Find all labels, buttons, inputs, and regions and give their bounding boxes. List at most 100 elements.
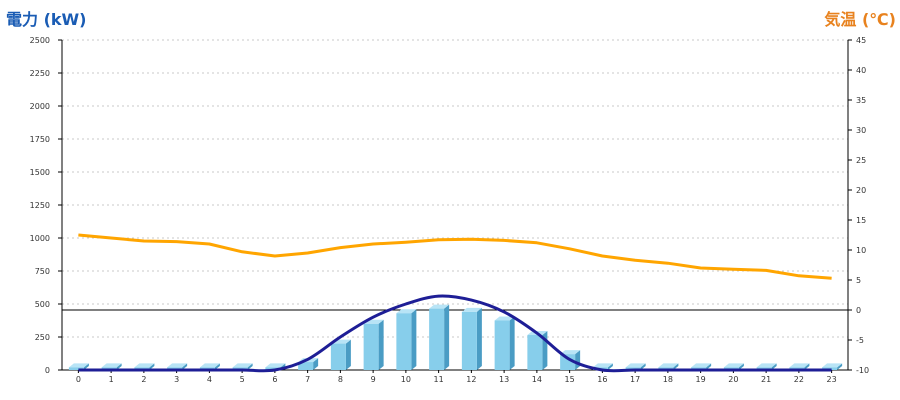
bar-front xyxy=(265,367,281,370)
right-tick-label: 30 xyxy=(856,126,866,135)
bar-front xyxy=(330,343,346,370)
bar-top xyxy=(429,304,450,309)
bar-top xyxy=(396,309,417,314)
x-tick-label: 9 xyxy=(371,375,376,384)
bar-top xyxy=(461,307,482,312)
bar-side xyxy=(182,363,188,370)
power-bars xyxy=(68,304,843,370)
x-tick-label: 19 xyxy=(696,375,706,384)
x-tick-label: 20 xyxy=(728,375,738,384)
bar-side xyxy=(378,319,384,370)
bar-side xyxy=(640,363,646,370)
bar-front xyxy=(527,335,543,370)
right-tick-label: 20 xyxy=(856,186,866,195)
bar-top xyxy=(199,363,220,368)
power-bar xyxy=(494,316,515,370)
right-tick-label: 0 xyxy=(856,306,861,315)
bar-top xyxy=(167,363,188,368)
bar-front xyxy=(560,354,576,370)
bar-side xyxy=(247,363,253,370)
bar-side xyxy=(83,363,89,370)
bar-front xyxy=(363,323,379,370)
left-tick-label: 1250 xyxy=(30,201,50,210)
bar-top xyxy=(756,363,777,368)
x-tick-label: 15 xyxy=(565,375,575,384)
bar-front xyxy=(68,367,84,370)
bar-side xyxy=(149,363,155,370)
x-tick-label: 6 xyxy=(272,375,277,384)
right-tick-label: 5 xyxy=(856,276,861,285)
left-tick-label: 1500 xyxy=(30,168,50,177)
power-bar xyxy=(429,304,450,370)
left-tick-label: 1000 xyxy=(30,234,50,243)
bar-side xyxy=(116,363,122,370)
lines xyxy=(78,233,832,373)
bar-top xyxy=(232,363,253,368)
bar-side xyxy=(804,363,810,370)
power-bar xyxy=(560,350,581,370)
x-tick-label: 7 xyxy=(305,375,310,384)
x-tick-label: 16 xyxy=(597,375,607,384)
right-tick-label: 35 xyxy=(856,96,866,105)
bar-side xyxy=(771,363,777,370)
axes xyxy=(61,40,849,371)
x-tick-label: 8 xyxy=(338,375,343,384)
bar-top xyxy=(68,363,89,368)
bar-side xyxy=(509,316,515,370)
power-bar xyxy=(68,363,89,370)
left-tick-label: 750 xyxy=(35,267,50,276)
left-tick-label: 250 xyxy=(35,333,50,342)
right-axis-title: 気温 (℃) xyxy=(824,10,896,29)
power-bar xyxy=(363,319,384,370)
bar-top xyxy=(560,350,581,355)
x-tick-label: 21 xyxy=(761,375,771,384)
left-tick-label: 500 xyxy=(35,300,50,309)
bar-side xyxy=(313,358,319,370)
bar-front xyxy=(298,362,314,370)
bar-side xyxy=(411,309,417,370)
bar-front xyxy=(494,320,510,370)
left-axis-title: 電力 (kW) xyxy=(6,10,87,29)
left-tick-label: 2250 xyxy=(30,69,50,78)
x-tick-label: 5 xyxy=(240,375,245,384)
x-axis-ticks: 0 1 2 3 4 5 6 7 8 9 10 11 12 13 14 15 16 17 18 19 20 21 22 23 xyxy=(76,370,837,384)
left-tick-label: 0 xyxy=(45,366,50,375)
gridlines xyxy=(62,39,848,338)
x-tick-label: 1 xyxy=(109,375,114,384)
solar-curve-line xyxy=(78,294,832,373)
right-tick-label: -10 xyxy=(856,366,869,375)
left-axis-ticks: 0 250 500 750 1000 1250 1500 1750 2000 2250 2500 xyxy=(30,36,62,375)
bar-side xyxy=(738,363,744,370)
right-tick-label: 10 xyxy=(856,246,866,255)
x-tick-label: 4 xyxy=(207,375,212,384)
bar-top xyxy=(265,363,286,368)
bar-side xyxy=(214,363,220,370)
x-tick-label: 17 xyxy=(630,375,640,384)
x-tick-label: 2 xyxy=(141,375,146,384)
right-tick-label: -5 xyxy=(856,336,864,345)
left-tick-label: 1750 xyxy=(30,135,50,144)
bar-top xyxy=(658,363,679,368)
right-tick-label: 15 xyxy=(856,216,866,225)
bar-side xyxy=(345,339,351,370)
bar-top xyxy=(101,363,122,368)
bar-side xyxy=(837,363,843,370)
bar-front xyxy=(429,308,445,370)
x-tick-label: 18 xyxy=(663,375,673,384)
x-tick-label: 14 xyxy=(532,375,542,384)
power-bar xyxy=(461,307,482,370)
x-tick-label: 0 xyxy=(76,375,81,384)
x-tick-label: 11 xyxy=(434,375,444,384)
bar-front xyxy=(461,311,477,370)
right-axis-ticks: -10 -5 0 5 10 15 20 25 30 35 40 45 xyxy=(848,36,869,375)
bar-top xyxy=(723,363,744,368)
power-bar xyxy=(330,339,351,370)
bar-side xyxy=(444,304,450,370)
bar-side xyxy=(706,363,712,370)
right-tick-label: 40 xyxy=(856,66,866,75)
bar-top xyxy=(789,363,810,368)
left-tick-label: 2500 xyxy=(30,36,50,45)
x-tick-label: 3 xyxy=(174,375,179,384)
x-tick-label: 22 xyxy=(794,375,804,384)
